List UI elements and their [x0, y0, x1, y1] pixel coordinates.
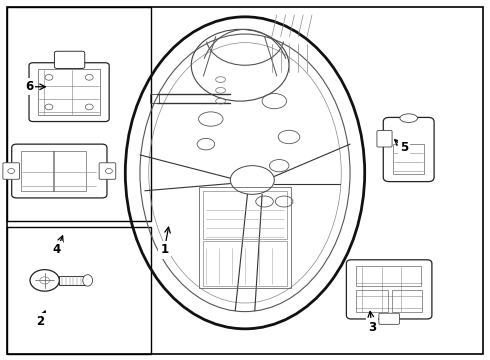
Ellipse shape — [83, 275, 93, 286]
FancyBboxPatch shape — [377, 131, 392, 147]
Bar — [203, 240, 287, 286]
Bar — [38, 69, 100, 115]
FancyBboxPatch shape — [379, 313, 399, 324]
Bar — [203, 191, 287, 239]
Bar — [53, 151, 86, 191]
Bar — [392, 290, 422, 312]
Bar — [393, 144, 424, 175]
Text: 2: 2 — [36, 315, 44, 328]
FancyBboxPatch shape — [29, 63, 109, 122]
Bar — [6, 7, 151, 221]
Bar — [198, 187, 292, 288]
FancyBboxPatch shape — [3, 163, 20, 179]
Text: 5: 5 — [400, 141, 408, 154]
Bar — [150, 94, 159, 103]
Text: 6: 6 — [25, 80, 33, 93]
Ellipse shape — [30, 270, 59, 291]
Text: 1: 1 — [160, 243, 169, 256]
FancyBboxPatch shape — [59, 276, 88, 285]
Bar — [6, 226, 151, 354]
Bar — [356, 290, 388, 312]
Ellipse shape — [400, 114, 417, 122]
Text: 3: 3 — [368, 320, 376, 333]
FancyBboxPatch shape — [54, 51, 85, 68]
FancyBboxPatch shape — [12, 144, 107, 198]
FancyBboxPatch shape — [346, 260, 432, 319]
FancyBboxPatch shape — [99, 163, 116, 179]
Bar — [356, 266, 421, 286]
Bar — [22, 151, 54, 191]
FancyBboxPatch shape — [383, 117, 434, 181]
Text: 4: 4 — [53, 243, 61, 256]
